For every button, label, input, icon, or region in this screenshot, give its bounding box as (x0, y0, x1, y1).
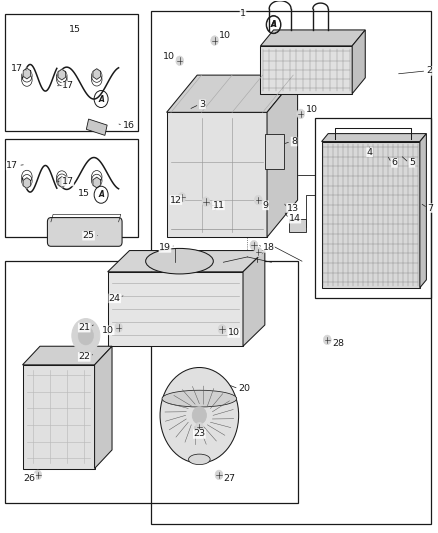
Polygon shape (108, 272, 243, 346)
Circle shape (195, 422, 203, 432)
Text: 26: 26 (24, 474, 35, 482)
Text: 17: 17 (62, 81, 74, 90)
Bar (265, 134, 285, 168)
Ellipse shape (188, 454, 210, 465)
Text: 2: 2 (426, 67, 432, 75)
Text: A: A (271, 20, 276, 29)
Text: 20: 20 (239, 384, 251, 393)
Text: 10: 10 (219, 31, 231, 40)
Polygon shape (58, 69, 66, 80)
Polygon shape (22, 346, 112, 365)
Circle shape (176, 56, 184, 66)
Polygon shape (166, 112, 267, 237)
Polygon shape (58, 176, 66, 187)
Circle shape (115, 323, 123, 333)
Polygon shape (261, 30, 365, 46)
Polygon shape (321, 142, 420, 288)
Polygon shape (166, 75, 297, 112)
Bar (5, 261, 297, 503)
Text: 19: 19 (159, 244, 171, 253)
Circle shape (72, 319, 100, 353)
Bar (151, 11, 431, 524)
Text: 10: 10 (102, 326, 114, 335)
Circle shape (211, 36, 219, 45)
Text: 8: 8 (291, 137, 297, 146)
Circle shape (218, 325, 226, 334)
Text: 6: 6 (392, 158, 397, 167)
Circle shape (211, 200, 219, 210)
Bar (5, 139, 138, 237)
Text: 9: 9 (263, 201, 268, 210)
Polygon shape (93, 177, 101, 188)
Ellipse shape (146, 248, 213, 274)
Text: 1: 1 (240, 10, 246, 19)
Circle shape (254, 195, 262, 205)
Text: 17: 17 (11, 64, 22, 73)
Text: 10: 10 (306, 105, 318, 114)
Circle shape (34, 470, 42, 480)
Bar (315, 118, 431, 298)
Text: 23: 23 (193, 430, 205, 439)
Circle shape (78, 326, 94, 345)
Polygon shape (108, 251, 265, 272)
Text: 3: 3 (199, 100, 205, 109)
Circle shape (192, 407, 206, 424)
Text: 15: 15 (69, 26, 81, 35)
Text: 10: 10 (228, 328, 240, 337)
Text: 5: 5 (409, 158, 415, 167)
Polygon shape (95, 346, 112, 469)
Text: A: A (271, 20, 276, 29)
Circle shape (250, 240, 258, 250)
Text: 22: 22 (78, 352, 90, 361)
Polygon shape (243, 251, 265, 346)
Circle shape (178, 192, 186, 202)
Polygon shape (23, 177, 31, 188)
Text: 21: 21 (78, 323, 90, 332)
Text: 11: 11 (212, 201, 224, 210)
Polygon shape (321, 134, 426, 142)
Text: 25: 25 (83, 231, 95, 240)
Circle shape (254, 247, 262, 257)
Text: 15: 15 (78, 189, 90, 198)
Bar (289, 219, 306, 232)
Polygon shape (261, 46, 352, 94)
Text: 7: 7 (427, 204, 434, 213)
Text: 16: 16 (123, 121, 135, 130)
Ellipse shape (162, 390, 237, 407)
Polygon shape (23, 68, 31, 79)
Text: A: A (98, 190, 104, 199)
Circle shape (215, 470, 223, 480)
Text: 14: 14 (289, 214, 301, 223)
Circle shape (323, 335, 331, 345)
Polygon shape (420, 134, 426, 288)
Ellipse shape (160, 368, 239, 463)
Polygon shape (93, 69, 101, 79)
Text: A: A (98, 94, 104, 103)
Polygon shape (352, 30, 365, 94)
Text: 27: 27 (223, 474, 235, 482)
Text: 28: 28 (332, 339, 345, 348)
Text: 10: 10 (163, 52, 175, 61)
Bar (5, 14, 138, 131)
Polygon shape (86, 119, 107, 135)
Text: 17: 17 (6, 161, 18, 170)
Text: 13: 13 (287, 204, 299, 213)
Circle shape (202, 197, 210, 206)
Polygon shape (267, 75, 297, 237)
FancyBboxPatch shape (47, 217, 122, 246)
Text: 18: 18 (263, 244, 275, 253)
Text: 17: 17 (62, 177, 74, 186)
Text: 12: 12 (170, 196, 182, 205)
Circle shape (297, 109, 304, 119)
Polygon shape (22, 365, 95, 469)
Text: 4: 4 (367, 148, 373, 157)
Text: 24: 24 (109, 294, 121, 303)
